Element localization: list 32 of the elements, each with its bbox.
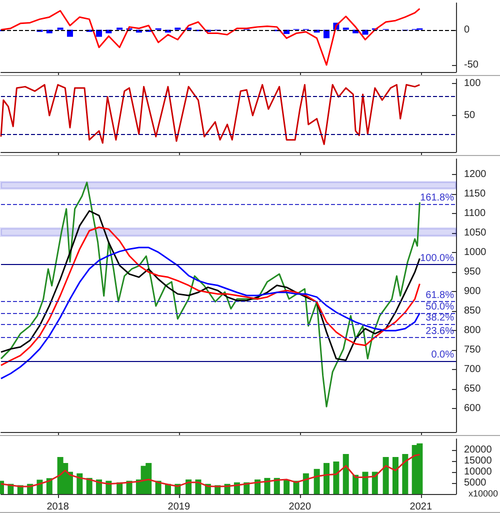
y-tick-label: 10000 [464, 466, 492, 478]
annotation: 61.8% [426, 290, 454, 301]
y-tick-label: 5000 [464, 478, 487, 488]
y-tick-label: 700 [464, 364, 482, 376]
x-tick-label: 2019 [168, 502, 190, 512]
y-tick-label: 850 [464, 306, 482, 317]
y-tick-label: 600 [464, 403, 482, 414]
y-tick-label: 1000 [464, 247, 487, 258]
y-tick-label: 20000 [464, 444, 492, 456]
annotation: 100.0% [420, 253, 454, 264]
y-tick-label: -50 [464, 59, 479, 70]
text: x10000 [468, 488, 498, 498]
x-tick-label: 2021 [410, 502, 432, 512]
annotation: 0.0% [431, 350, 454, 361]
annotation: 50.0% [426, 302, 454, 313]
x-tick-label: 2018 [46, 502, 70, 512]
y-tick-label: 650 [464, 384, 482, 395]
y-tick-label: 1150 [464, 188, 486, 200]
y-tick-label: 1200 [464, 169, 487, 180]
y-tick-label: 15000 [464, 456, 492, 466]
x-tick-label: 2020 [288, 502, 312, 512]
y-tick-label: 1050 [464, 228, 487, 239]
y-tick-label: 750 [464, 344, 482, 356]
y-tick-label: 800 [464, 325, 482, 336]
annotation: 23.6% [426, 326, 454, 338]
annotation: 161.8% [420, 192, 454, 204]
y-tick-label: 900 [464, 286, 482, 298]
y-tick-label: 50 [464, 110, 476, 121]
y-tick-label: 1100 [464, 208, 486, 220]
y-tick-label: 0 [464, 24, 470, 36]
y-tick-label: 950 [464, 266, 482, 278]
y-tick-label: 100 [464, 78, 482, 89]
